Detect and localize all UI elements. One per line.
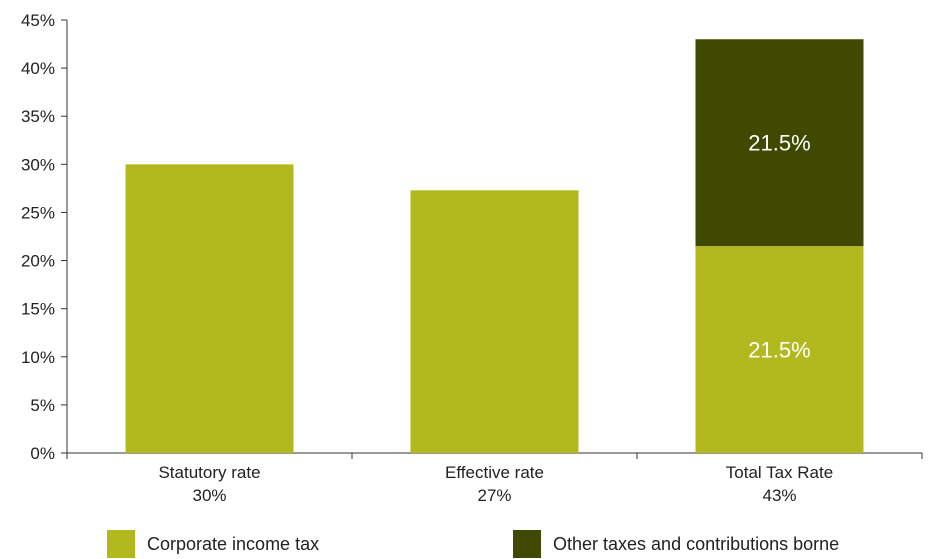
y-tick-label: 10% [21, 348, 55, 367]
y-tick-label: 20% [21, 252, 55, 271]
bars [125, 39, 864, 454]
y-tick-label: 25% [21, 203, 55, 222]
y-axis-ticks: 0% 5% 10% 15% 20% 25% 30% 35% 40% 45% [21, 11, 67, 463]
bar-statutory-rate-series-0 [125, 164, 294, 454]
y-tick-label: 15% [21, 300, 55, 319]
x-axis-ticks [66, 453, 923, 459]
data-label: 21.5% [748, 131, 810, 156]
category-value-label: 27% [477, 486, 511, 505]
y-tick-label: 45% [21, 11, 55, 30]
bar-effective-rate-series-0 [410, 190, 579, 453]
bar-total-tax-rate-series-1 [695, 39, 864, 247]
category-labels: Statutory rate 30% Effective rate 27% Total … [158, 463, 833, 505]
y-tick-label: 0% [30, 444, 55, 463]
category-label: Statutory rate [158, 463, 260, 482]
y-tick-label: 5% [30, 396, 55, 415]
y-tick-label: 30% [21, 155, 55, 174]
category-label: Total Tax Rate [726, 463, 833, 482]
category-value-label: 43% [762, 486, 796, 505]
y-tick-label: 35% [21, 107, 55, 126]
data-label: 21.5% [748, 338, 810, 363]
category-value-label: 30% [192, 486, 226, 505]
y-tick-label: 40% [21, 59, 55, 78]
data-labels: 21.5% 21.5% [748, 131, 810, 363]
bar-total-tax-rate-series-0 [695, 246, 864, 453]
category-label: Effective rate [445, 463, 544, 482]
